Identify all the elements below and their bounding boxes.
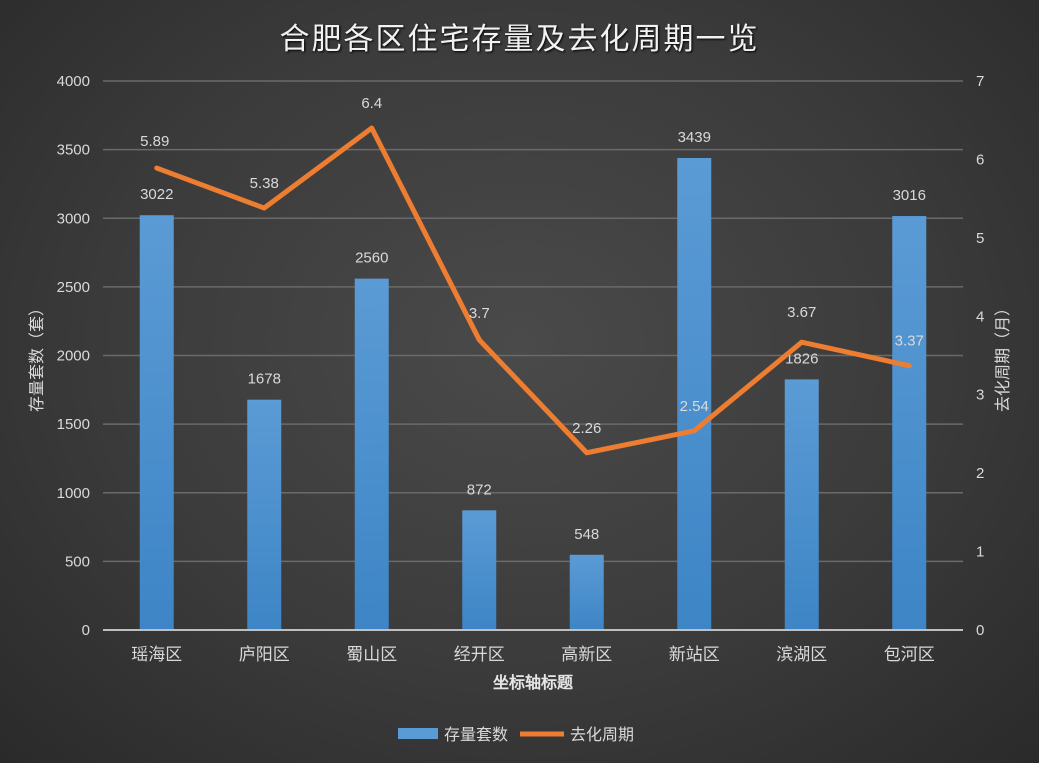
y-left-tick-label: 2500 [57, 279, 90, 296]
bar-瑶海区[interactable] [139, 215, 174, 630]
y-right-tick-label: 2 [976, 465, 984, 482]
legend-label[interactable]: 存量套数 [444, 725, 508, 744]
bar-data-label: 1678 [248, 371, 281, 388]
bar-data-label: 548 [574, 526, 599, 543]
y-right-axis-title: 去化周期（月） [993, 300, 1012, 412]
x-tick-label: 蜀山区 [346, 645, 397, 665]
y-left-tick-label: 2000 [57, 348, 90, 365]
bar-data-label: 3022 [140, 186, 173, 203]
legend-label[interactable]: 去化周期 [570, 725, 634, 744]
line-data-label: 5.38 [250, 175, 279, 192]
line-data-label: 3.37 [895, 333, 924, 350]
line-data-label: 5.89 [140, 133, 169, 150]
y-right-tick-label: 0 [976, 622, 984, 639]
y-left-tick-label: 3500 [57, 142, 90, 159]
y-right-tick-label: 4 [976, 308, 984, 325]
chart-title: 合肥各区住宅存量及去化周期一览 [279, 22, 760, 57]
x-tick-label: 新站区 [669, 645, 720, 665]
bar-包河区[interactable] [892, 216, 927, 630]
x-tick-label: 高新区 [561, 645, 612, 665]
y-left-tick-label: 500 [65, 553, 90, 570]
bar-高新区[interactable] [569, 554, 604, 630]
bar-data-label: 872 [467, 481, 492, 498]
y-left-tick-label: 3000 [57, 210, 90, 227]
y-left-tick-label: 4000 [57, 73, 90, 90]
y-right-tick-label: 6 [976, 151, 984, 168]
legend-bar-swatch[interactable] [398, 728, 438, 739]
line-data-label: 3.67 [787, 304, 816, 321]
x-tick-label: 滨湖区 [776, 645, 827, 665]
bar-data-label: 1826 [785, 350, 818, 367]
y-left-tick-label: 1500 [57, 416, 90, 433]
bar-滨湖区[interactable] [784, 379, 819, 630]
y-left-tick-label: 1000 [57, 485, 90, 502]
y-right-tick-label: 5 [976, 230, 984, 247]
y-right-tick-label: 1 [976, 544, 984, 561]
bar-新站区[interactable] [677, 157, 712, 630]
line-data-label: 6.4 [361, 95, 382, 112]
y-right-tick-label: 7 [976, 73, 984, 90]
bar-蜀山区[interactable] [354, 278, 389, 630]
bar-经开区[interactable] [462, 510, 497, 630]
bar-data-label: 2560 [355, 250, 388, 267]
line-data-label: 2.26 [572, 420, 601, 437]
bar-庐阳区[interactable] [247, 399, 282, 630]
y-left-tick-label: 0 [82, 622, 90, 639]
y-left-axis-title: 存量套数（套） [27, 300, 46, 412]
x-tick-label: 瑶海区 [131, 645, 182, 665]
line-series-去化周期[interactable] [154, 125, 912, 456]
x-axis-title: 坐标轴标题 [493, 673, 574, 692]
x-tick-label: 包河区 [884, 645, 935, 665]
line-data-label: 2.54 [680, 398, 709, 415]
y-right-tick-label: 3 [976, 387, 984, 404]
bar-data-label: 3016 [893, 187, 926, 204]
x-tick-label: 庐阳区 [239, 645, 290, 665]
bar-data-label: 3439 [678, 129, 711, 146]
line-data-label: 3.7 [469, 305, 490, 322]
x-tick-label: 经开区 [454, 645, 505, 665]
